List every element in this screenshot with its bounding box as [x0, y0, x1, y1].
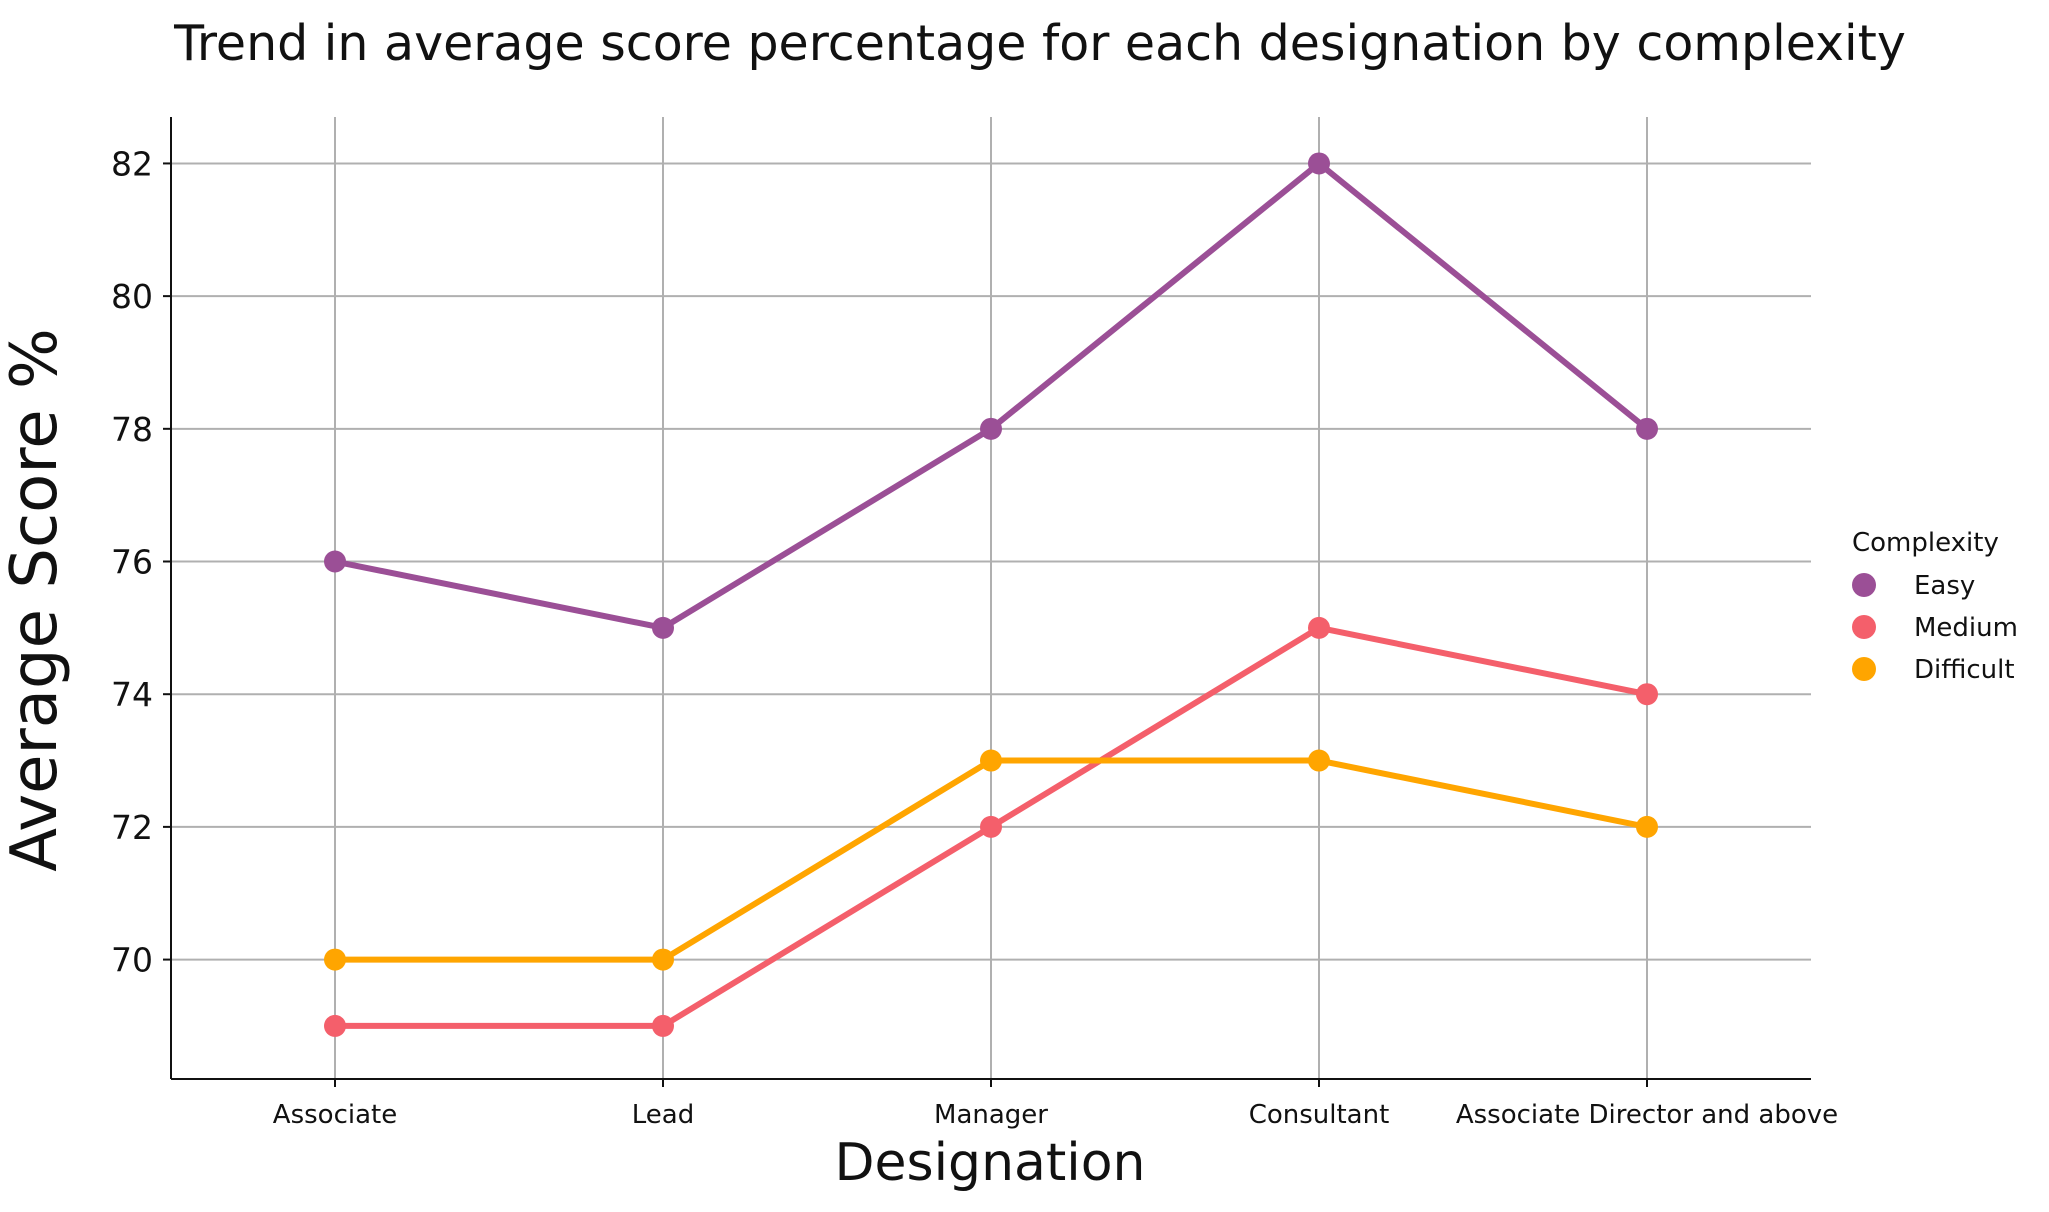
- tick-labels: 70 72 74 76 78 80 82 Associate Lead Manager Consul…: [111, 144, 1838, 1130]
- data-point-easy: [980, 417, 1002, 440]
- x-tick-label: Lead: [632, 1100, 694, 1130]
- legend-label-medium: Medium: [1914, 613, 2018, 643]
- x-axis-label: Designation: [834, 1133, 1145, 1193]
- legend-label-difficult: Difficult: [1914, 655, 2015, 685]
- axes: [163, 117, 1811, 1087]
- data-point-easy: [1308, 152, 1330, 175]
- legend-items: Easy Medium Difficult: [1852, 571, 2018, 685]
- x-tick-label: Manager: [934, 1100, 1048, 1130]
- data-point-difficult: [652, 948, 674, 971]
- legend-label-easy: Easy: [1914, 571, 1975, 601]
- data-point-difficult: [1636, 815, 1658, 838]
- x-tick-label: Associate Director and above: [1456, 1100, 1838, 1130]
- series-medium: [324, 616, 1658, 1037]
- series-difficult: [324, 749, 1658, 971]
- data-point-medium: [324, 1014, 346, 1037]
- legend: Complexity Easy Medium Difficult: [1852, 528, 2018, 685]
- data-point-difficult: [324, 948, 346, 971]
- legend-marker-medium: [1852, 615, 1876, 639]
- y-tick-label: 82: [111, 144, 153, 183]
- grid: [171, 117, 1811, 1079]
- legend-marker-easy: [1852, 573, 1876, 597]
- y-tick-label: 74: [111, 675, 153, 714]
- data-point-difficult: [1308, 749, 1330, 772]
- series-layer: [324, 152, 1658, 1037]
- data-point-medium: [652, 1014, 674, 1037]
- data-point-easy: [324, 550, 346, 573]
- x-tick-label: Consultant: [1249, 1100, 1390, 1130]
- data-point-medium: [1636, 683, 1658, 706]
- x-tick-label: Associate: [273, 1100, 397, 1130]
- legend-title: Complexity: [1852, 528, 1999, 558]
- legend-marker-difficult: [1852, 657, 1876, 681]
- y-tick-label: 70: [111, 941, 153, 980]
- y-axis-label: Average Score %: [0, 328, 72, 872]
- series-easy: [324, 152, 1658, 639]
- data-point-medium: [980, 815, 1002, 838]
- y-tick-label: 76: [111, 543, 153, 582]
- data-point-medium: [1308, 616, 1330, 639]
- y-tick-label: 80: [111, 277, 153, 316]
- data-point-easy: [652, 616, 674, 639]
- data-point-easy: [1636, 417, 1658, 440]
- chart-title: Trend in average score percentage for ea…: [173, 15, 1906, 72]
- data-point-difficult: [980, 749, 1002, 772]
- y-tick-label: 78: [111, 410, 153, 449]
- y-tick-label: 72: [111, 808, 153, 847]
